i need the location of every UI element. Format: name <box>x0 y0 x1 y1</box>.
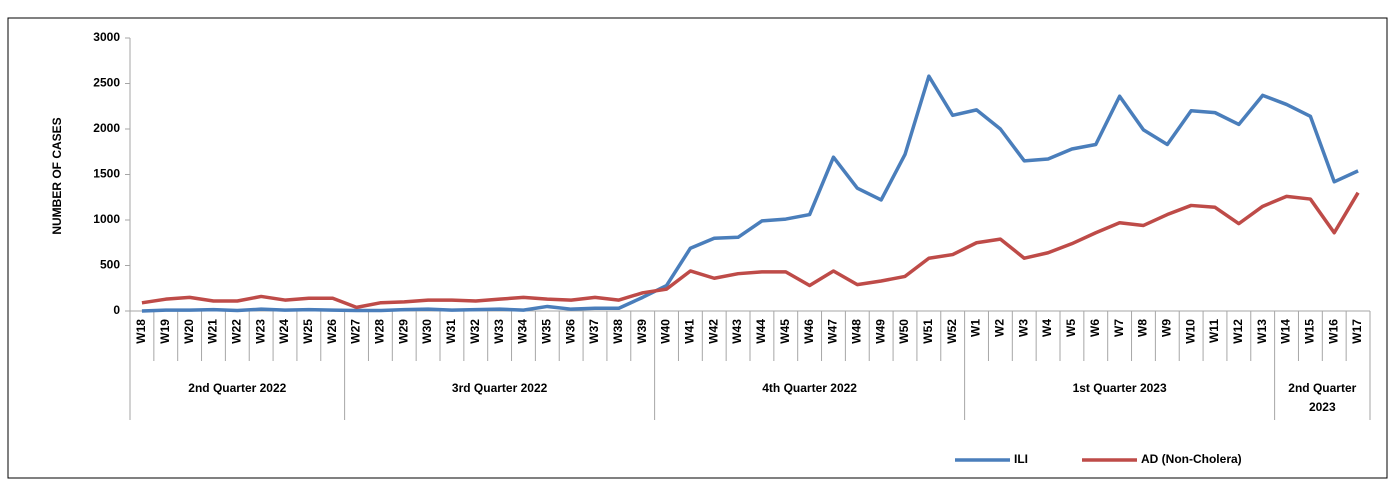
x-tick-label: W29 <box>396 319 410 344</box>
x-tick-label: W16 <box>1326 319 1340 344</box>
x-tick-label: W34 <box>516 319 530 344</box>
x-tick-label: W17 <box>1350 319 1364 344</box>
x-tick-label: W6 <box>1088 319 1102 337</box>
x-tick-label: W18 <box>134 319 148 344</box>
y-tick-label: 2500 <box>93 76 120 90</box>
x-tick-label: W50 <box>897 319 911 344</box>
x-tick-label: W20 <box>182 319 196 344</box>
x-tick-label: W3 <box>1016 319 1030 337</box>
x-tick-label: W23 <box>253 319 267 344</box>
legend-label: AD (Non-Cholera) <box>1141 452 1242 466</box>
x-tick-label: W48 <box>849 319 863 344</box>
x-tick-label: W1 <box>969 319 983 337</box>
y-tick-label: 500 <box>100 258 120 272</box>
group-label: 2nd Quarter 2023 <box>1288 381 1356 414</box>
x-tick-label: W8 <box>1136 319 1150 337</box>
x-tick-label: W13 <box>1255 319 1269 344</box>
x-tick-label: W31 <box>444 319 458 344</box>
x-tick-label: W40 <box>659 319 673 344</box>
y-axis-label: NUMBER OF CASES <box>50 117 64 234</box>
x-tick-label: W2 <box>993 319 1007 337</box>
x-tick-label: W33 <box>492 319 506 344</box>
x-tick-label: W38 <box>611 319 625 344</box>
x-tick-label: W10 <box>1183 319 1197 344</box>
y-tick-label: 2000 <box>93 121 120 135</box>
x-tick-label: W41 <box>683 319 697 344</box>
x-tick-label: W52 <box>945 319 959 344</box>
x-tick-label: W42 <box>706 319 720 344</box>
x-tick-label: W21 <box>206 319 220 344</box>
group-label: 1st Quarter 2023 <box>1073 381 1167 395</box>
x-tick-label: W7 <box>1112 319 1126 337</box>
x-tick-label: W47 <box>826 319 840 344</box>
x-tick-label: W11 <box>1207 319 1221 343</box>
x-tick-label: W39 <box>635 319 649 344</box>
x-tick-label: W36 <box>563 319 577 344</box>
x-tick-label: W45 <box>778 319 792 344</box>
x-tick-label: W25 <box>301 319 315 344</box>
y-tick-label: 3000 <box>93 30 120 44</box>
x-tick-label: W44 <box>754 319 768 344</box>
x-tick-label: W35 <box>539 319 553 344</box>
group-label: 4th Quarter 2022 <box>762 381 857 395</box>
x-tick-label: W26 <box>325 319 339 344</box>
x-tick-label: W9 <box>1159 319 1173 337</box>
x-tick-label: W14 <box>1279 319 1293 344</box>
x-tick-label: W24 <box>277 319 291 344</box>
line-series <box>141 74 1359 313</box>
x-tick-label: W5 <box>1064 319 1078 337</box>
group-label: 3rd Quarter 2022 <box>452 381 548 395</box>
y-tick-label: 0 <box>113 303 120 317</box>
x-tick-label: W46 <box>802 319 816 344</box>
line-series <box>141 191 1360 310</box>
x-tick-label: W19 <box>158 319 172 344</box>
x-tick-label: W4 <box>1040 319 1054 337</box>
x-tick-label: W32 <box>468 319 482 344</box>
x-tick-label: W43 <box>730 319 744 344</box>
x-tick-label: W30 <box>420 319 434 344</box>
x-tick-label: W12 <box>1231 319 1245 344</box>
x-tick-label: W51 <box>921 319 935 344</box>
legend-label: ILI <box>1014 452 1028 466</box>
group-label: 2nd Quarter 2022 <box>188 381 286 395</box>
chart-border <box>7 17 1388 479</box>
x-tick-label: W22 <box>229 319 243 344</box>
x-tick-label: W49 <box>873 319 887 344</box>
x-tick-label: W27 <box>349 319 363 344</box>
y-tick-label: 1000 <box>93 212 120 226</box>
y-tick-label: 1500 <box>93 167 120 181</box>
x-tick-label: W28 <box>373 319 387 344</box>
x-tick-label: W37 <box>587 319 601 344</box>
x-tick-label: W15 <box>1303 319 1317 344</box>
